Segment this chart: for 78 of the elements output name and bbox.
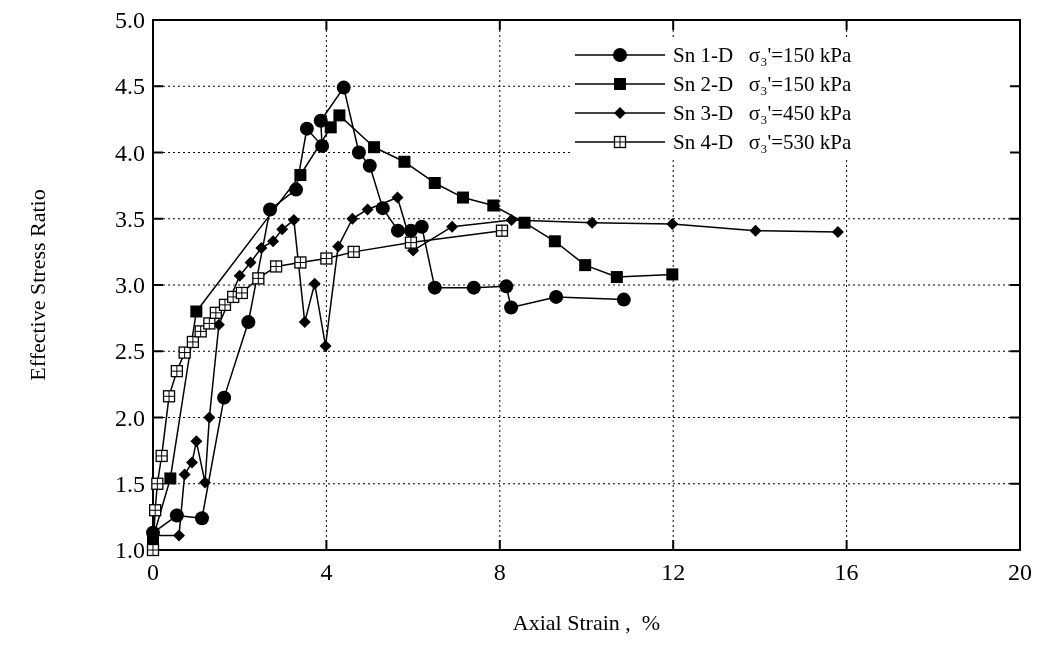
point bbox=[368, 141, 381, 154]
point bbox=[831, 226, 844, 238]
point bbox=[308, 277, 321, 290]
y-tick-label: 1.5 bbox=[115, 470, 145, 497]
point bbox=[616, 292, 631, 307]
point bbox=[499, 279, 514, 294]
point bbox=[391, 191, 404, 204]
point bbox=[333, 109, 346, 122]
point bbox=[610, 271, 623, 284]
point bbox=[390, 223, 405, 238]
point bbox=[398, 155, 411, 168]
point bbox=[299, 121, 314, 136]
x-tick-label: 16 bbox=[834, 559, 859, 585]
point bbox=[267, 235, 280, 248]
point bbox=[549, 289, 564, 304]
point bbox=[548, 235, 561, 248]
y-tick-label: 3.5 bbox=[115, 205, 145, 232]
point bbox=[194, 511, 209, 526]
legend-label: Sn 2-D σ₃'=150 kPa bbox=[673, 72, 853, 96]
x-tick-label: 0 bbox=[147, 559, 159, 585]
x-tick-label: 8 bbox=[493, 559, 506, 585]
point bbox=[362, 158, 377, 173]
x-tick-label: 20 bbox=[1008, 559, 1032, 585]
y-axis-title: Effective Stress Ratio bbox=[25, 189, 50, 381]
point bbox=[336, 80, 351, 95]
x-axis-title: Axial Strain , % bbox=[512, 610, 661, 635]
y-tick-label: 3.0 bbox=[115, 272, 145, 298]
point bbox=[428, 176, 441, 189]
legend-label: Sn 1-D σ₃'=150 kPa bbox=[673, 43, 853, 67]
point bbox=[518, 216, 531, 229]
point bbox=[255, 241, 268, 254]
point bbox=[361, 203, 374, 216]
point bbox=[749, 224, 762, 237]
point bbox=[287, 214, 300, 227]
point bbox=[294, 169, 307, 182]
legend-label: Sn 3-D σ₃'=450 kPa bbox=[673, 101, 853, 125]
point bbox=[505, 214, 518, 227]
point bbox=[446, 220, 459, 233]
point bbox=[173, 529, 186, 542]
x-tick-label: 4 bbox=[320, 559, 333, 585]
point bbox=[190, 305, 203, 318]
point bbox=[351, 145, 366, 160]
y-tick-label: 5.0 bbox=[115, 7, 145, 33]
point bbox=[289, 182, 304, 197]
point bbox=[313, 113, 328, 128]
point bbox=[346, 212, 359, 225]
point bbox=[203, 411, 216, 424]
point bbox=[164, 472, 177, 485]
point bbox=[666, 268, 679, 281]
point bbox=[319, 339, 332, 352]
y-tick-label: 2.0 bbox=[115, 404, 145, 431]
point bbox=[298, 316, 311, 329]
point bbox=[199, 476, 212, 489]
point bbox=[579, 259, 592, 272]
point bbox=[666, 218, 679, 231]
point bbox=[233, 269, 246, 282]
y-tick-label: 4.5 bbox=[115, 73, 145, 100]
y-tick-label: 1.0 bbox=[115, 537, 145, 563]
point bbox=[190, 435, 203, 448]
point bbox=[456, 191, 469, 204]
point bbox=[244, 256, 257, 269]
point bbox=[276, 223, 289, 236]
point bbox=[487, 199, 500, 212]
point bbox=[217, 390, 232, 405]
point bbox=[186, 456, 199, 469]
point bbox=[414, 219, 429, 234]
point bbox=[586, 216, 599, 229]
point bbox=[324, 121, 337, 134]
point bbox=[332, 240, 345, 253]
x-tick-label: 12 bbox=[661, 559, 686, 585]
point bbox=[241, 315, 256, 330]
y-tick-label: 2.5 bbox=[115, 338, 145, 365]
point bbox=[466, 280, 481, 295]
point bbox=[178, 468, 191, 481]
point bbox=[427, 280, 442, 295]
point bbox=[504, 300, 519, 315]
y-tick-label: 4.0 bbox=[115, 139, 145, 166]
legend-label: Sn 4-D σ₃'=530 kPa bbox=[673, 130, 853, 154]
